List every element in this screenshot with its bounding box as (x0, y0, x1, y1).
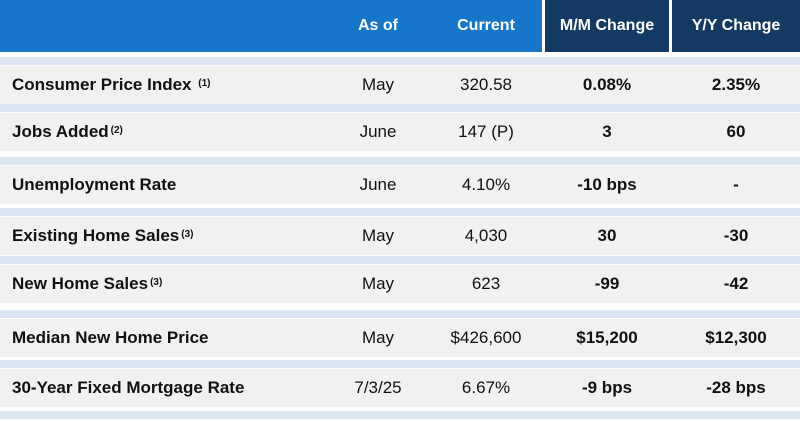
yy-change-value: 2.35% (711, 75, 761, 94)
as-of-value: May (361, 75, 395, 94)
indicator-name: Consumer Price Index (1) (0, 66, 338, 104)
row-divider (0, 104, 800, 112)
as-of-value: May (361, 226, 395, 245)
yy-change-value: - (733, 175, 739, 194)
table-row: Existing Home Sales (3) May 4,030 30 -30 (0, 217, 800, 255)
indicator-label: Jobs Added (12, 122, 109, 141)
row-divider (0, 310, 800, 318)
mm-change-value: -10 bps (577, 175, 637, 194)
yy-change-value: -42 (723, 274, 749, 293)
indicator-name: Existing Home Sales (3) (0, 217, 338, 255)
indicator-label: New Home Sales (12, 274, 149, 293)
as-of-value: June (359, 122, 397, 141)
header-as-of: As of (358, 17, 398, 34)
table-row: 30-Year Fixed Mortgage Rate 7/3/25 6.67% -9… (0, 369, 800, 407)
row-divider (0, 157, 800, 165)
table-header: As of Current M/M Change Y/Y Change (0, 0, 800, 52)
current-value: 147 (P) (458, 122, 514, 141)
table-row: Unemployment Rate June 4.10% -10 bps - (0, 166, 800, 204)
current-value: 4.10% (461, 175, 511, 194)
current-value: 4,030 (464, 226, 508, 245)
mm-change-value: $15,200 (576, 328, 638, 347)
mm-change-value: -9 bps (581, 378, 633, 397)
yy-change-value: -30 (723, 226, 749, 245)
footnote-marker: (2) (110, 124, 123, 136)
yy-change-value: $12,300 (705, 328, 767, 347)
header-current: Current (457, 17, 515, 34)
current-value: $426,600 (450, 328, 522, 347)
as-of-value: May (361, 274, 395, 293)
yy-change-value: 60 (726, 122, 746, 141)
header-divider (542, 0, 545, 52)
current-value: 623 (471, 274, 501, 293)
table-row: Consumer Price Index (1) May 320.58 0.08% 2.… (0, 66, 800, 104)
indicator-name: Unemployment Rate (0, 166, 338, 204)
header-divider (669, 0, 672, 52)
as-of-value: May (361, 328, 395, 347)
mm-change-value: -99 (594, 274, 620, 293)
header-yy-change: Y/Y Change (672, 0, 800, 52)
mm-change-value: 0.08% (582, 75, 632, 94)
mm-change-value: 3 (602, 122, 612, 141)
row-divider (0, 360, 800, 368)
footnote-marker: (3) (181, 228, 194, 240)
indicator-name: New Home Sales (3) (0, 265, 338, 303)
table-row: Median New Home Price May $426,600 $15,200 $… (0, 319, 800, 357)
row-divider (0, 256, 800, 264)
current-value: 320.58 (460, 75, 512, 94)
mm-change-value: 30 (597, 226, 617, 245)
indicator-label: Consumer Price Index (12, 75, 197, 94)
current-value: 6.67% (461, 378, 511, 397)
yy-change-value: -28 bps (706, 378, 766, 397)
indicator-label: Median New Home Price (12, 328, 209, 347)
footnote-marker: (1) (198, 77, 211, 89)
as-of-value: 7/3/25 (354, 378, 402, 397)
row-divider (0, 208, 800, 216)
indicator-name: 30-Year Fixed Mortgage Rate (0, 369, 338, 407)
row-divider (0, 411, 800, 419)
indicator-label: Existing Home Sales (12, 226, 180, 245)
indicator-name: Jobs Added (2) (0, 113, 338, 151)
indicator-name: Median New Home Price (0, 319, 338, 357)
indicator-label: 30-Year Fixed Mortgage Rate (12, 378, 245, 397)
footnote-marker: (3) (150, 276, 163, 288)
table-row: Jobs Added (2) June 147 (P) 3 60 (0, 113, 800, 151)
header-mm-change: M/M Change (545, 0, 669, 52)
row-divider (0, 57, 800, 65)
indicator-label: Unemployment Rate (12, 175, 177, 194)
as-of-value: June (359, 175, 397, 194)
table-row: New Home Sales (3) May 623 -99 -42 (0, 265, 800, 303)
